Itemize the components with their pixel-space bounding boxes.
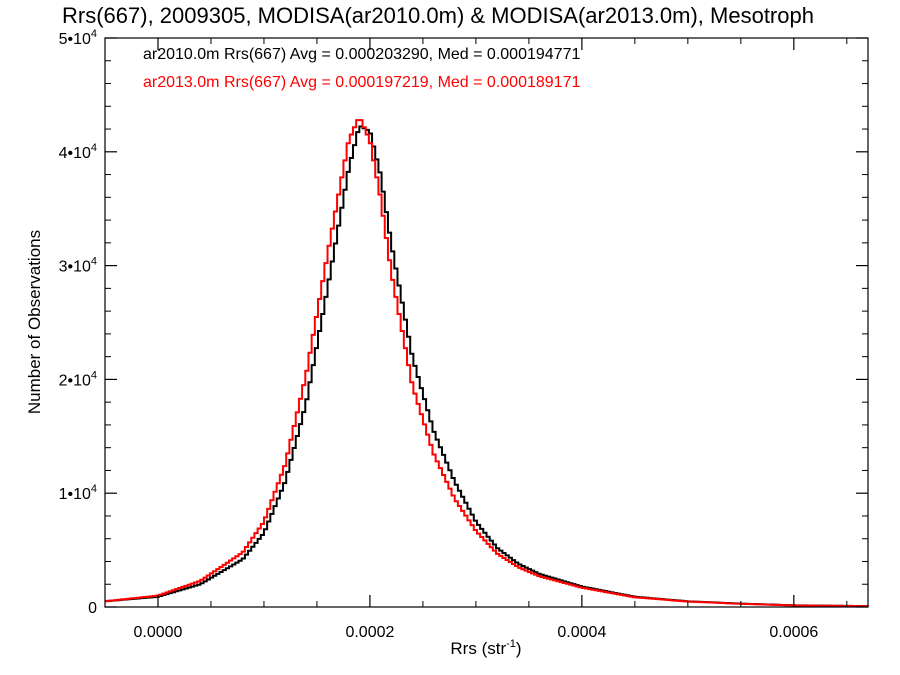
series-line-ar2010.0m [105,125,869,608]
x-axis-label-close: ) [516,639,522,658]
x-axis-label-main: Rrs (str [450,639,506,658]
y-tick-label-base: 1•10 [59,486,91,503]
x-tick-label: 0.0006 [769,624,818,641]
x-tick-label: 0.0004 [557,624,606,641]
y-tick-label: 3•104 [59,256,97,276]
y-tick-label-exponent: 4 [91,256,97,268]
legend-entry-ar2013.0m: ar2013.0m Rrs(667) Avg = 0.000197219, Me… [143,74,580,91]
chart-title: Rrs(667), 2009305, MODISA(ar2010.0m) & M… [62,3,814,28]
x-axis-label: Rrs (str-1) [450,638,521,658]
y-tick-label: 1•104 [59,483,97,503]
y-tick-label: 4•104 [59,142,97,162]
plot-frame [104,37,869,608]
y-tick-label-base: 4•10 [59,145,91,162]
y-tick-label: 5•104 [59,28,97,48]
series-layer [105,119,869,608]
y-tick-label: 2•104 [59,369,97,389]
y-tick-label-exponent: 4 [91,483,97,495]
y-tick-label-exponent: 4 [91,369,97,381]
tick-layer: 0.0000 0.0002 0.0004 0.000601•1042•1043•104… [59,28,868,641]
x-tick-label: 0.0002 [345,624,394,641]
y-tick-label-base: 0 [88,600,97,617]
y-tick-label-exponent: 4 [91,28,97,40]
y-tick-label-exponent: 4 [91,142,97,154]
x-axis-label-sup: -1 [506,638,516,650]
y-tick-label: 0 [88,600,97,617]
y-tick-label-base: 2•10 [59,372,91,389]
legend-entry-ar2010.0m: ar2010.0m Rrs(667) Avg = 0.000203290, Me… [143,46,580,63]
y-axis-label: Number of Observations [25,230,44,414]
legend: ar2010.0m Rrs(667) Avg = 0.000203290, Me… [143,46,580,91]
y-tick-label-base: 3•10 [59,259,91,276]
series-line-ar2013.0m [105,119,869,608]
x-tick-label: 0.0000 [134,624,183,641]
y-tick-label-base: 5•10 [59,31,91,48]
